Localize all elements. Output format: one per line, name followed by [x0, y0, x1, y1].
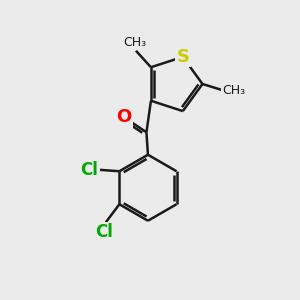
Text: Cl: Cl: [95, 223, 113, 241]
Text: Cl: Cl: [80, 161, 98, 179]
Text: CH₃: CH₃: [123, 36, 146, 49]
Text: S: S: [176, 48, 189, 66]
Text: CH₃: CH₃: [222, 83, 245, 97]
Text: O: O: [116, 108, 132, 126]
